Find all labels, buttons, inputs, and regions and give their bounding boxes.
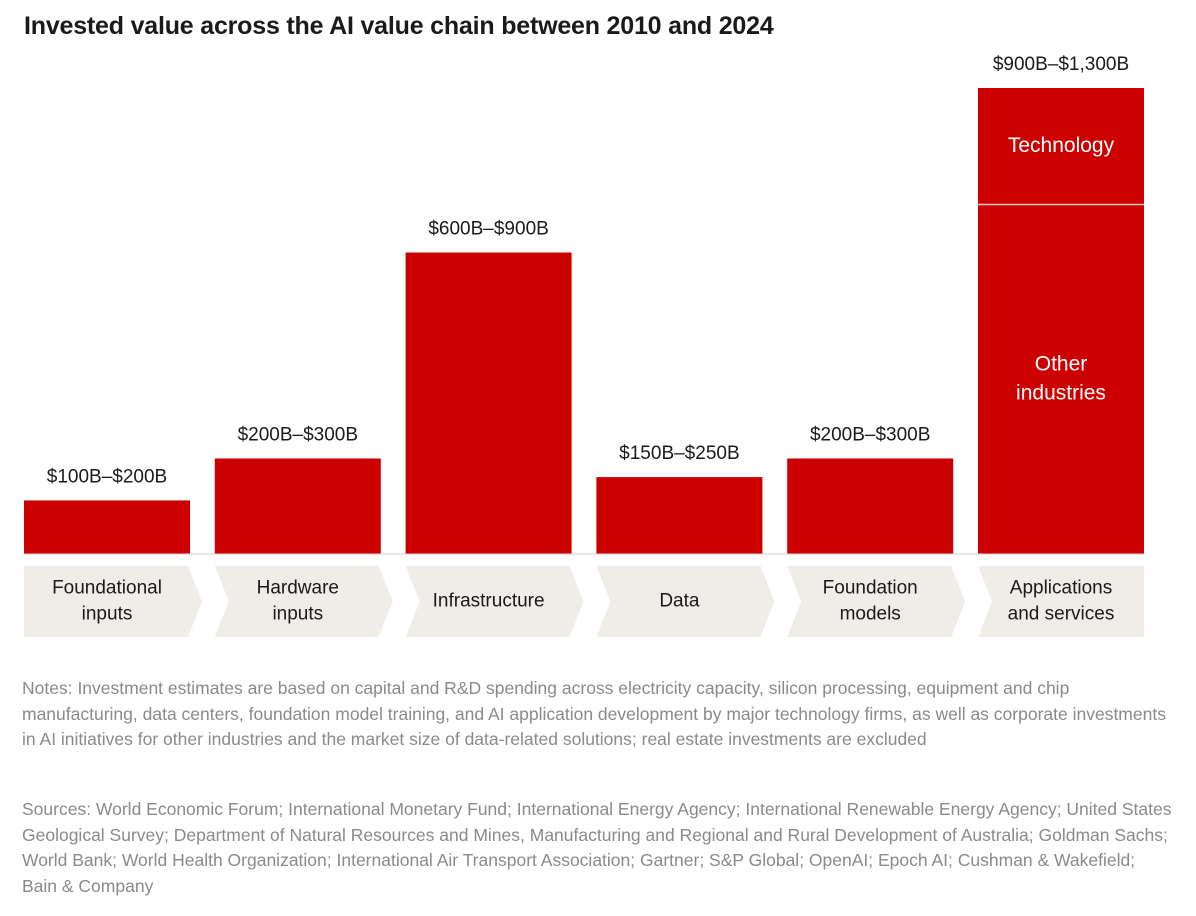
chart-title: Invested value across the AI value chain… [24,12,774,40]
bar [405,252,572,555]
bar [214,458,381,554]
bar [787,458,954,554]
bar-segment [978,204,1144,554]
category-label: Applications and services [1008,578,1115,625]
category-chevron [596,566,775,637]
value-label: $150B–$250B [619,443,739,464]
category-chevron [787,566,966,637]
value-label: $200B–$300B [238,424,358,445]
category-label: Foundation models [823,578,918,625]
chart-sources: Sources: World Economic Forum; Internati… [22,799,1172,896]
bar [596,477,763,554]
category-chevron [978,566,1144,637]
chart-notes: Notes: Investment estimates are based on… [22,678,1166,749]
bar [24,500,190,554]
value-label: $100B–$200B [47,466,167,487]
value-label: $600B–$900B [428,219,548,240]
bar-chart: $100B–$200B Foundational inputs $200B–$300B… [24,54,1144,637]
category-label: Data [659,591,700,612]
category-chevron [214,566,393,637]
category-label: Hardware inputs [257,578,339,625]
category-chevron [24,566,202,637]
bar-segment [978,88,1144,205]
category-chevron [405,566,584,637]
value-label: $900B–$1,300B [993,54,1129,75]
segment-label: Other industries [1016,352,1106,404]
segment-label: Technology [1008,134,1115,157]
value-label: $200B–$300B [810,424,930,445]
category-label: Foundational inputs [52,578,162,625]
category-label: Infrastructure [433,591,545,612]
